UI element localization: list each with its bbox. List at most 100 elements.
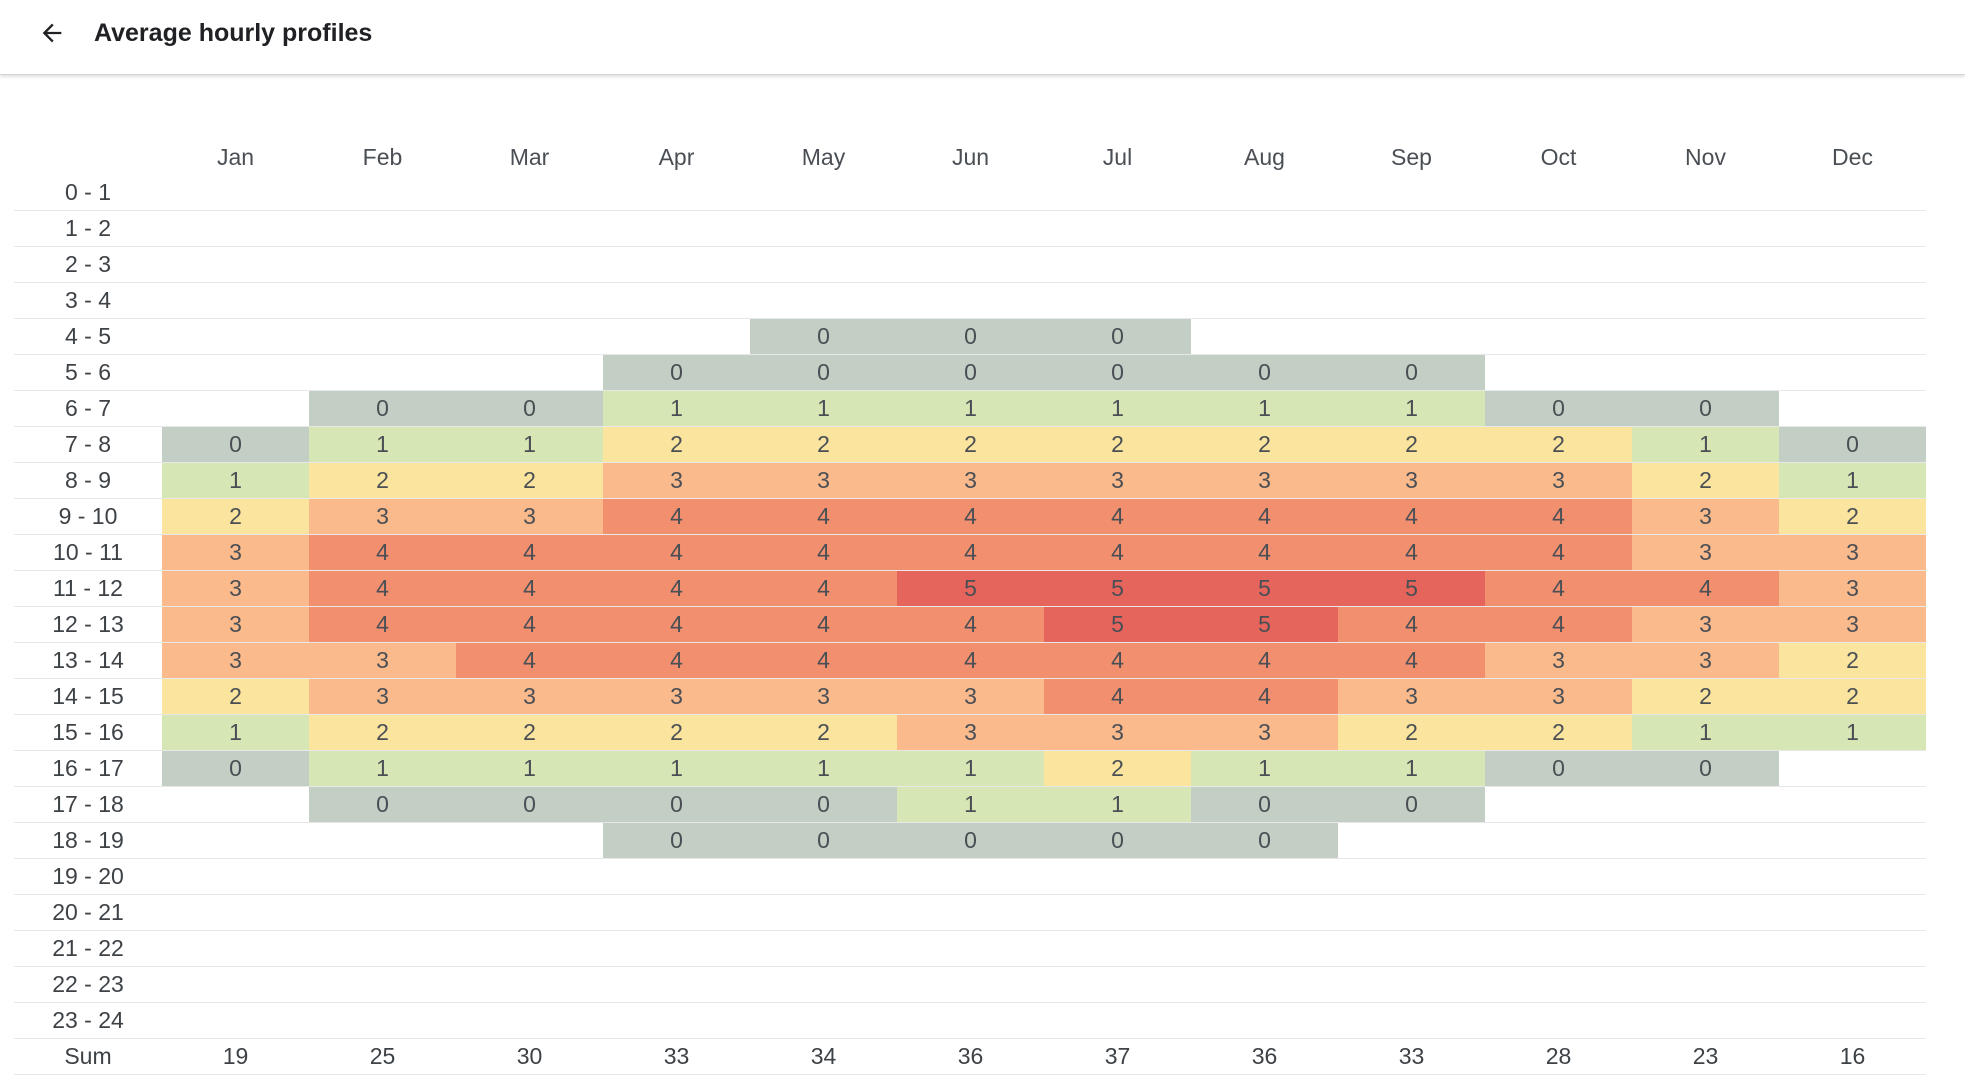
heatmap-cell: 1: [1044, 787, 1191, 823]
heatmap-cell: [1485, 175, 1632, 211]
heatmap-cell: 3: [1485, 679, 1632, 715]
heatmap-cell: [162, 787, 309, 823]
heatmap-cell: 5: [1191, 607, 1338, 643]
heatmap-cell: [456, 247, 603, 283]
heatmap-cell: 3: [603, 463, 750, 499]
heatmap-cell: [162, 247, 309, 283]
heatmap-cell: 3: [1632, 499, 1779, 535]
heatmap-cell: 4: [603, 535, 750, 571]
row-label: 22 - 23: [14, 967, 162, 1003]
heatmap-cell: 4: [897, 499, 1044, 535]
sum-cell: 19: [162, 1039, 309, 1075]
heatmap-cell: [1191, 895, 1338, 931]
heatmap-cell: 4: [456, 535, 603, 571]
heatmap-cell: 4: [309, 535, 456, 571]
heatmap-cell: [309, 931, 456, 967]
heatmap-cell: 4: [1191, 535, 1338, 571]
heatmap-cell: 2: [1779, 643, 1926, 679]
heatmap-cell: 1: [1191, 391, 1338, 427]
heatmap-cell: 0: [897, 319, 1044, 355]
heatmap-cell: 4: [456, 571, 603, 607]
heatmap-cell: [1485, 787, 1632, 823]
heatmap-cell: 1: [897, 391, 1044, 427]
heatmap-cell: 5: [1191, 571, 1338, 607]
heatmap-cell: 0: [1044, 319, 1191, 355]
sum-row-label: Sum: [14, 1039, 162, 1075]
heatmap-cell: [1779, 283, 1926, 319]
heatmap-cell: 0: [603, 355, 750, 391]
heatmap-cell: [309, 175, 456, 211]
heatmap-corner: [14, 139, 162, 175]
heatmap-cell: 4: [1044, 643, 1191, 679]
row-label: 21 - 22: [14, 931, 162, 967]
heatmap-cell: [1044, 931, 1191, 967]
heatmap-cell: [897, 895, 1044, 931]
heatmap-cell: [603, 175, 750, 211]
heatmap-cell: [1044, 859, 1191, 895]
heatmap-cell: 4: [1632, 571, 1779, 607]
heatmap-cell: [1632, 283, 1779, 319]
heatmap-cell: 4: [750, 499, 897, 535]
heatmap-cell: 4: [603, 499, 750, 535]
column-header-sep: Sep: [1391, 143, 1432, 170]
row-label: 9 - 10: [14, 499, 162, 535]
heatmap-cell: 4: [603, 571, 750, 607]
heatmap-cell: 1: [603, 751, 750, 787]
heatmap-cell: [1632, 823, 1779, 859]
heatmap-cell: 3: [1338, 463, 1485, 499]
heatmap-cell: 2: [750, 715, 897, 751]
heatmap-cell: 3: [309, 643, 456, 679]
heatmap-cell: [162, 391, 309, 427]
heatmap-cell: 5: [1338, 571, 1485, 607]
heatmap-cell: 2: [1191, 427, 1338, 463]
heatmap-cell: 3: [1632, 607, 1779, 643]
heatmap-cell: 3: [162, 607, 309, 643]
heatmap-cell: 0: [750, 823, 897, 859]
heatmap-cell: [162, 175, 309, 211]
heatmap-cell: 3: [1779, 607, 1926, 643]
sum-cell: 37: [1044, 1039, 1191, 1075]
heatmap-cell: [309, 319, 456, 355]
heatmap-cell: [750, 895, 897, 931]
heatmap-cell: 3: [1485, 643, 1632, 679]
heatmap-cell: [1191, 247, 1338, 283]
heatmap-cell: 2: [603, 715, 750, 751]
heatmap-cell: [456, 355, 603, 391]
heatmap-cell: [1632, 175, 1779, 211]
heatmap-cell: [1779, 319, 1926, 355]
heatmap-cell: [1779, 355, 1926, 391]
heatmap-cell: 3: [1191, 463, 1338, 499]
heatmap-cell: [1485, 967, 1632, 1003]
heatmap-cell: [1779, 823, 1926, 859]
heatmap-cell: [603, 247, 750, 283]
heatmap-cell: 3: [1044, 715, 1191, 751]
heatmap-cell: [897, 283, 1044, 319]
row-label: 20 - 21: [14, 895, 162, 931]
heatmap-cell: [1779, 247, 1926, 283]
heatmap-cell: [750, 967, 897, 1003]
heatmap-cell: [603, 859, 750, 895]
back-button[interactable]: [30, 13, 74, 57]
heatmap-cell: [309, 967, 456, 1003]
row-label: 0 - 1: [14, 175, 162, 211]
heatmap-cell: [1044, 247, 1191, 283]
heatmap-cell: 3: [1338, 679, 1485, 715]
heatmap-cell: 3: [162, 535, 309, 571]
row-label: 5 - 6: [14, 355, 162, 391]
sum-cell: 28: [1485, 1039, 1632, 1075]
row-label: 23 - 24: [14, 1003, 162, 1039]
heatmap-cell: 3: [162, 643, 309, 679]
heatmap-cell: 3: [1779, 535, 1926, 571]
heatmap-cell: [1338, 175, 1485, 211]
heatmap-cell: 1: [750, 391, 897, 427]
heatmap-cell: [750, 175, 897, 211]
heatmap-cell: [1485, 247, 1632, 283]
column-header-aug: Aug: [1244, 143, 1285, 170]
heatmap-cell: [456, 823, 603, 859]
heatmap-cell: 4: [1485, 499, 1632, 535]
row-label: 8 - 9: [14, 463, 162, 499]
heatmap-cell: 4: [1338, 643, 1485, 679]
heatmap-cell: 4: [1485, 571, 1632, 607]
heatmap-cell: [1632, 967, 1779, 1003]
heatmap-cell: [1191, 967, 1338, 1003]
